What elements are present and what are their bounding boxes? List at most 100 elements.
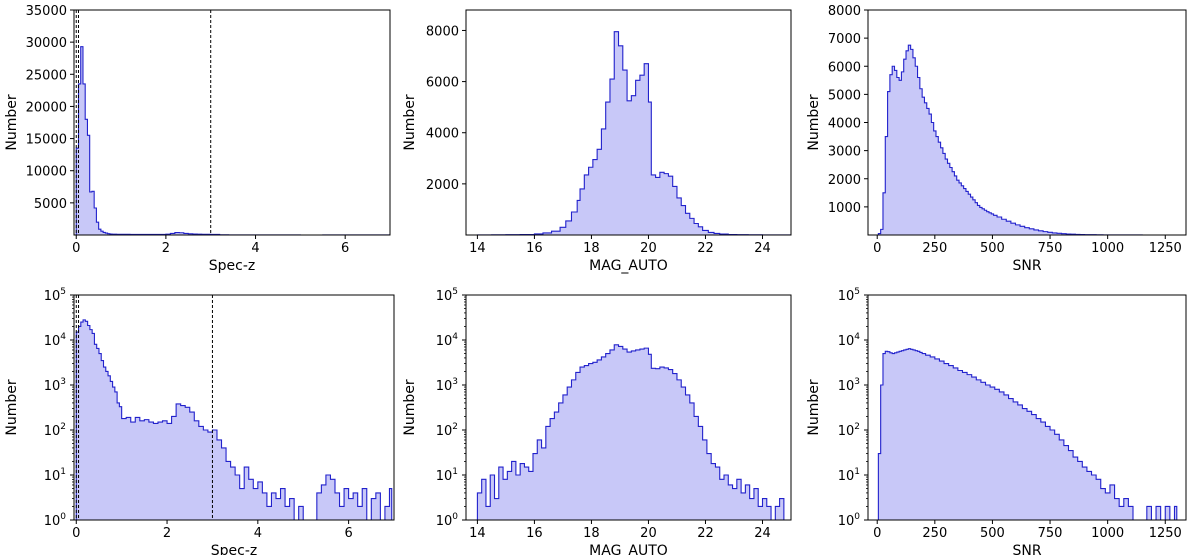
x-axis-label: Spec-z (209, 258, 255, 274)
histogram-fill (76, 46, 390, 235)
y-tick-label: 105 (436, 287, 458, 304)
x-tick-label: 0 (873, 526, 881, 541)
y-tick-label: 102 (436, 422, 458, 439)
histogram-fill (477, 31, 791, 235)
y-tick-label: 100 (838, 512, 861, 529)
x-tick-label: 14 (469, 241, 486, 256)
y-axis-label: Number (402, 379, 418, 435)
y-tick-label: 101 (838, 467, 860, 484)
histogram-step-line (75, 319, 393, 520)
y-tick-label: 35000 (26, 4, 67, 19)
x-tick-label: 500 (980, 241, 1005, 256)
y-tick-label: 102 (838, 422, 860, 439)
y-tick-label: 101 (436, 467, 458, 484)
histogram-step-line (75, 46, 390, 235)
y-tick-label: 105 (838, 287, 860, 304)
x-tick-label: 250 (922, 526, 947, 541)
x-tick-label: 4 (254, 526, 262, 541)
x-tick-label: 16 (526, 241, 543, 256)
x-tick-label: 24 (754, 526, 771, 541)
y-tick-label: 5000 (828, 88, 861, 103)
y-tick-label: 103 (44, 377, 66, 394)
y-tick-label: 105 (44, 287, 66, 304)
x-tick-label: 500 (980, 526, 1005, 541)
histogram-step-line (476, 31, 791, 235)
x-tick-label: 20 (640, 241, 657, 256)
x-tick-label: 2 (163, 526, 171, 541)
chart-panel-mag-auto-log: 14 16 18 20 22 24 100 101 102 103 104 105 MAG_AUTO Nu… (402, 287, 792, 555)
y-tick-label: 6000 (426, 76, 459, 91)
y-tick-label: 4000 (426, 127, 459, 142)
y-tick-label: 100 (44, 512, 67, 529)
histogram-fill (76, 319, 392, 520)
x-tick-label: 0 (72, 526, 80, 541)
x-tick-label: 1000 (1091, 526, 1124, 541)
y-tick-label: 100 (436, 512, 459, 529)
y-axis-label: Number (4, 379, 20, 435)
histogram-step-line (877, 44, 1145, 235)
x-tick-label: 750 (1038, 241, 1063, 256)
y-tick-label: 1000 (828, 201, 861, 216)
axes-frame (73, 294, 395, 521)
y-tick-label: 104 (838, 332, 861, 349)
x-tick-label: 22 (697, 241, 714, 256)
x-tick-label: 2 (162, 241, 170, 256)
x-tick-label: 0 (873, 241, 881, 256)
y-axis-label: Number (4, 94, 20, 150)
x-tick-label: 1250 (1149, 241, 1182, 256)
histogram-fill (878, 45, 1145, 235)
y-tick-label: 15000 (26, 133, 67, 148)
y-tick-label: 8000 (828, 4, 861, 19)
y-tick-label: 25000 (26, 68, 67, 83)
x-tick-label: 1250 (1149, 526, 1182, 541)
y-tick-label: 103 (436, 377, 458, 394)
chart-panel-spec-z-log: 0 2 4 6 100 101 102 103 104 105 Spec-z Number (4, 287, 395, 555)
y-tick-label: 104 (436, 332, 459, 349)
histogram-step-line (877, 348, 1178, 520)
axes-frame (465, 9, 792, 236)
x-tick-label: 6 (341, 241, 349, 256)
y-tick-label: 2000 (426, 178, 459, 193)
x-tick-label: 18 (583, 241, 600, 256)
x-tick-label: 18 (583, 526, 600, 541)
x-tick-label: 6 (344, 526, 352, 541)
y-tick-label: 2000 (828, 173, 861, 188)
x-axis-label: SNR (1012, 543, 1041, 555)
histogram-fill (878, 348, 1177, 520)
y-tick-label: 102 (44, 422, 66, 439)
y-tick-label: 7000 (828, 32, 861, 47)
x-tick-label: 1000 (1091, 241, 1124, 256)
x-tick-label: 750 (1038, 526, 1063, 541)
y-axis-label: Number (806, 94, 822, 150)
y-tick-label: 104 (44, 332, 67, 349)
axes-frame (73, 9, 391, 236)
x-axis-label: MAG_AUTO (589, 258, 668, 274)
chart-panel-snr-linear: 0 250 500 750 1000 1250 1000 2000 3000 4000 5000 60… (806, 4, 1187, 274)
histogram-step-line (476, 344, 785, 520)
x-tick-label: 20 (640, 526, 657, 541)
x-tick-label: 22 (697, 526, 714, 541)
x-tick-label: 14 (469, 526, 486, 541)
y-tick-label: 30000 (26, 36, 67, 51)
histogram-fill (477, 344, 784, 520)
y-tick-label: 10000 (26, 165, 67, 180)
x-tick-label: 0 (72, 241, 80, 256)
y-tick-label: 5000 (34, 197, 67, 212)
x-axis-label: SNR (1012, 258, 1041, 274)
x-tick-label: 4 (251, 241, 259, 256)
y-tick-label: 8000 (426, 24, 459, 39)
y-axis-label: Number (402, 94, 418, 150)
y-tick-label: 20000 (26, 100, 67, 115)
x-tick-label: 24 (754, 241, 771, 256)
y-tick-label: 4000 (828, 117, 861, 132)
y-tick-label: 101 (44, 467, 66, 484)
axes-frame (867, 294, 1187, 521)
x-axis-label: MAG_AUTO (589, 543, 668, 555)
chart-panel-mag-auto-linear: 14 16 18 20 22 24 2000 4000 6000 8000 MAG_AUTO Numb… (402, 9, 792, 274)
x-tick-label: 250 (922, 241, 947, 256)
y-axis-label: Number (806, 379, 822, 435)
x-tick-label: 16 (526, 526, 543, 541)
x-axis-label: Spec-z (211, 543, 257, 555)
y-tick-label: 6000 (828, 60, 861, 75)
